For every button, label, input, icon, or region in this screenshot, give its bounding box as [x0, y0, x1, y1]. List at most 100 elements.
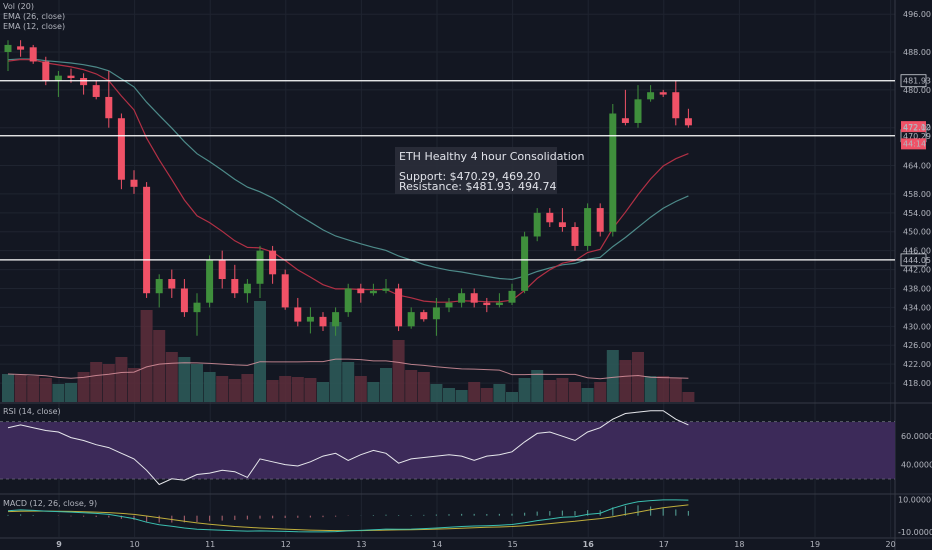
level-label: 444.05	[903, 256, 931, 265]
volume-bar	[417, 372, 430, 402]
candle[interactable]	[432, 297, 440, 336]
time-axis[interactable]: 9 10 11 12 13 14 15 16 17 18 19 20	[56, 540, 895, 549]
candle[interactable]	[344, 283, 352, 317]
candle-body	[54, 75, 62, 81]
volume-bar	[455, 390, 468, 402]
candle[interactable]	[130, 170, 138, 194]
candle[interactable]	[672, 80, 680, 126]
candle-body	[483, 302, 491, 306]
candle[interactable]	[420, 309, 428, 322]
candle[interactable]	[584, 203, 592, 251]
volume-bar	[90, 362, 103, 402]
y-tick-label: 430.00	[903, 322, 931, 331]
price-tag-label: 44:14	[903, 139, 926, 148]
candle[interactable]	[445, 297, 453, 313]
candle[interactable]	[256, 245, 264, 298]
volume-bar	[228, 379, 241, 402]
volume-bar	[65, 383, 77, 402]
candle[interactable]	[294, 297, 302, 327]
candles[interactable]	[4, 40, 692, 336]
candle[interactable]	[458, 288, 466, 308]
candle-body	[332, 312, 340, 327]
candle[interactable]	[521, 231, 529, 294]
candle-body	[458, 293, 466, 303]
candle[interactable]	[269, 245, 277, 284]
volume-bar	[329, 322, 342, 402]
y-tick-label: 450.00	[903, 228, 931, 237]
candle-body	[344, 288, 352, 313]
candle[interactable]	[117, 113, 125, 190]
candle-body	[256, 250, 264, 284]
candle[interactable]	[54, 70, 62, 97]
candle[interactable]	[369, 283, 377, 296]
candle[interactable]	[508, 283, 516, 306]
volume-bar	[317, 382, 329, 402]
price-axis[interactable]: 496.00 488.00 480.00 472.00 464.00 458.00 454.…	[898, 10, 932, 537]
candle[interactable]	[143, 182, 151, 298]
candle[interactable]	[495, 293, 503, 308]
horizontal-levels[interactable]: 481.93 470.29 444.05 472.12 44:14	[0, 74, 931, 267]
volume-bar	[14, 375, 27, 402]
candle[interactable]	[470, 288, 478, 308]
candle[interactable]	[29, 44, 37, 64]
candle-body	[382, 288, 390, 291]
candle-body	[571, 227, 579, 246]
candle[interactable]	[306, 307, 314, 334]
price-tag	[901, 121, 926, 133]
candle[interactable]	[407, 307, 415, 329]
candle[interactable]	[243, 279, 251, 303]
candle-body	[432, 307, 440, 320]
candle[interactable]	[231, 264, 239, 298]
candle[interactable]	[533, 208, 541, 242]
candle[interactable]	[596, 203, 604, 237]
candle[interactable]	[621, 89, 629, 126]
candle-body	[621, 118, 629, 123]
candle[interactable]	[558, 208, 566, 232]
candle[interactable]	[382, 279, 390, 294]
candle[interactable]	[647, 85, 655, 102]
candle[interactable]	[332, 307, 340, 336]
volume-bar	[2, 374, 14, 402]
candle[interactable]	[92, 80, 100, 100]
candle[interactable]	[17, 40, 25, 57]
volume-bar	[506, 392, 518, 402]
annotation-title: ETH Healthy 4 hour Consolidation	[399, 150, 585, 163]
indicator-lines	[7, 58, 690, 533]
candle[interactable]	[193, 293, 201, 336]
candle[interactable]	[4, 40, 12, 71]
candle[interactable]	[168, 269, 176, 298]
volume-bar	[128, 368, 140, 402]
candle[interactable]	[180, 279, 188, 317]
candle[interactable]	[546, 208, 554, 228]
candle[interactable]	[357, 283, 365, 303]
candle[interactable]	[684, 108, 692, 128]
candle-body	[92, 85, 100, 97]
y-tick-label: 418.00	[903, 379, 931, 388]
price-tag-label: 472.12	[903, 123, 931, 132]
candle[interactable]	[483, 297, 491, 313]
candle[interactable]	[634, 85, 642, 128]
candle-body	[306, 316, 314, 322]
candle-body	[533, 212, 541, 237]
candle[interactable]	[395, 283, 403, 332]
candle-body	[218, 260, 226, 280]
volume-bar	[77, 372, 90, 402]
candle[interactable]	[155, 274, 163, 308]
annotation-background	[395, 147, 557, 194]
y-tick-label: 480.00	[903, 86, 931, 95]
candle-body	[521, 236, 529, 291]
candle-body	[42, 61, 50, 81]
candle-body	[206, 260, 214, 303]
candle[interactable]	[281, 269, 289, 310]
candle[interactable]	[571, 222, 579, 251]
candle[interactable]	[609, 104, 617, 237]
volume-bar	[644, 376, 657, 402]
candle[interactable]	[206, 255, 214, 308]
candle[interactable]	[218, 250, 226, 289]
x-tick-label: 16	[583, 540, 595, 549]
annotation-box[interactable]: ETH Healthy 4 hour Consolidation Support…	[395, 147, 585, 194]
candle[interactable]	[80, 73, 88, 95]
candle[interactable]	[319, 312, 327, 332]
candle[interactable]	[659, 89, 667, 97]
